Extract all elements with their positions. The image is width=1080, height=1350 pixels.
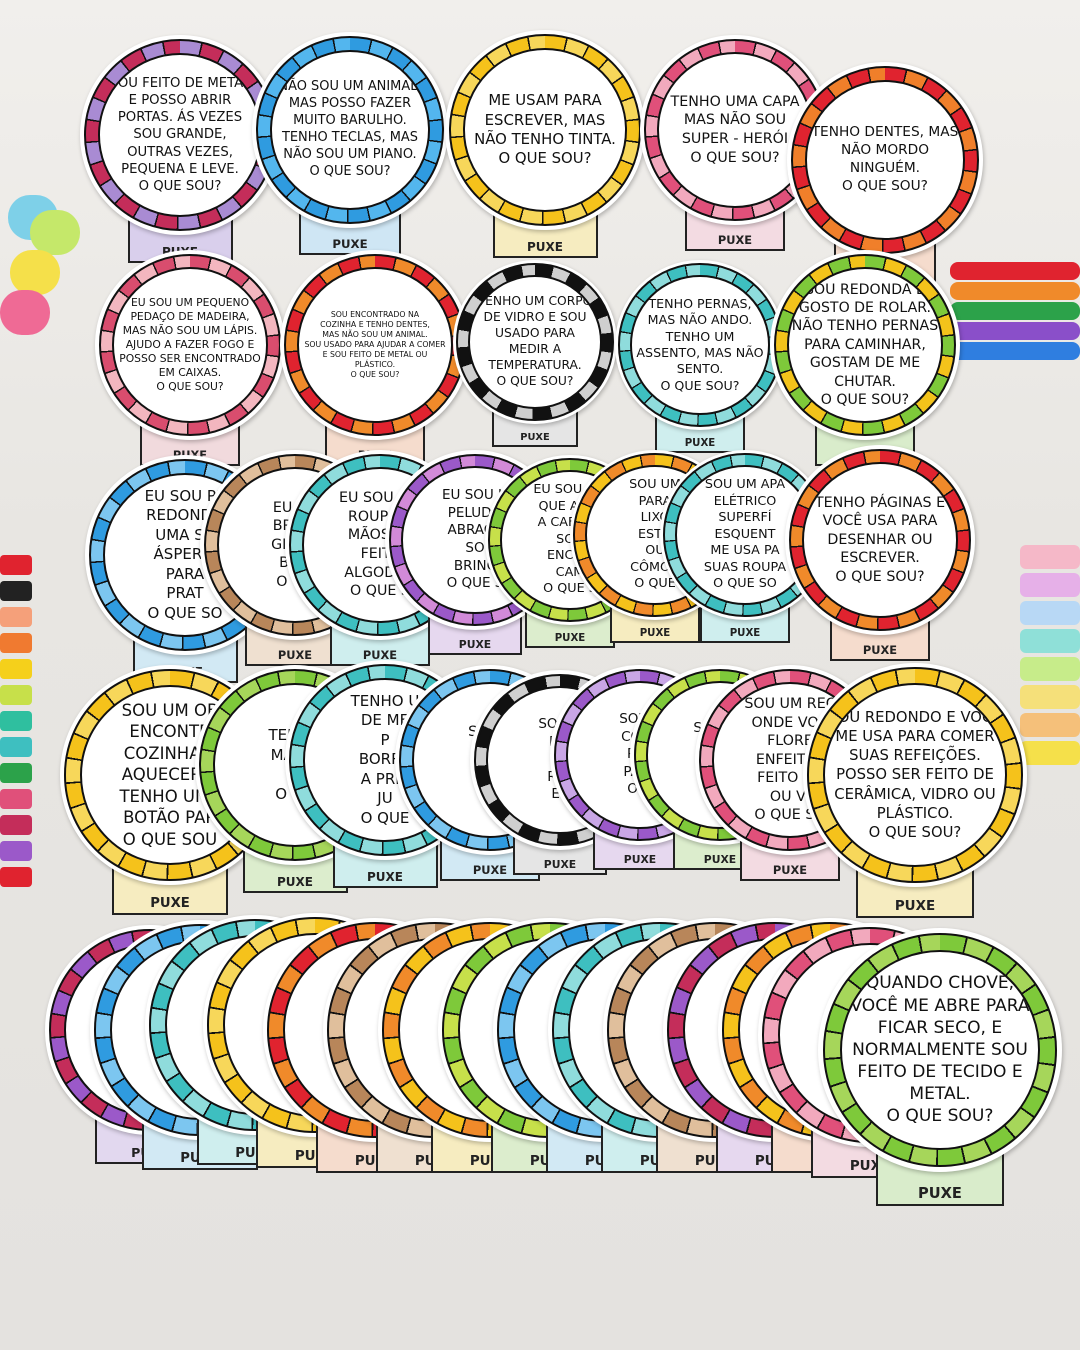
number-stamp xyxy=(1020,573,1080,597)
riddle-card[interactable]: PUXE QUANDO CHOVE, VOCÊ ME ABRE PARA FICA… xyxy=(818,928,1062,1221)
crayon xyxy=(0,841,32,861)
riddle-face: TENHO DENTES, MAS NÃO MORDO NINGUÉM. O Q… xyxy=(804,79,966,241)
riddle-text: SOU ENCONTRADO NA COZINHA E TENHO DENTES… xyxy=(304,309,446,380)
pull-label: PUXE xyxy=(554,633,586,645)
pull-label: PUXE xyxy=(520,431,550,443)
riddle-card[interactable]: PUXE NÃO SOU UM ANIMAL, MAS POSSO FAZER M… xyxy=(252,32,448,267)
pull-label: PUXE xyxy=(277,648,313,663)
number-stamp xyxy=(1020,601,1080,625)
pull-label: PUXE xyxy=(862,643,898,658)
crayon xyxy=(0,789,32,809)
pull-label: PUXE xyxy=(527,239,563,254)
crayon xyxy=(0,737,32,757)
pull-label: PUXE xyxy=(362,648,398,663)
pull-label: PUXE xyxy=(332,236,368,251)
pull-label: PUXE xyxy=(918,1184,962,1202)
pull-label: PUXE xyxy=(703,852,737,866)
crayon xyxy=(0,867,32,887)
riddle-text: SOU FEITO DE METAL E POSSO ABRIR PORTAS.… xyxy=(109,75,251,194)
riddle-text: SOU REDONDA E GOSTO DE ROLAR. NÃO TENHO … xyxy=(791,281,939,408)
pull-label: PUXE xyxy=(472,863,508,878)
riddle-text: TENHO UM CORPO DE VIDRO E SOU USADO PARA… xyxy=(477,294,593,388)
riddle-face: ME USAM PARA ESCREVER, MAS NÃO TENHO TIN… xyxy=(463,48,627,212)
riddle-text: SOU REDONDO E VOCÊ ME USA PARA COMER SUA… xyxy=(828,708,1002,842)
riddle-face: TENHO PÁGINAS E VOCÊ USA PARA DESENHAR O… xyxy=(802,462,958,618)
riddle-card[interactable]: PUXE ME USAM PARA ESCREVER, MAS NÃO TENHO… xyxy=(445,30,645,270)
riddle-text: TENHO PÁGINAS E VOCÊ USA PARA DESENHAR O… xyxy=(814,494,946,585)
number-stamp xyxy=(1020,545,1080,569)
riddle-text: EU SOU UM PEQUENO PEDAÇO DE MADEIRA, MAS… xyxy=(119,296,261,393)
pull-label: PUXE xyxy=(729,628,761,640)
riddle-face: TENHO UMA CAPA MAS NÃO SOU SUPER - HERÓI… xyxy=(657,52,813,208)
squishy-toy xyxy=(0,290,50,335)
marker xyxy=(950,302,1080,320)
riddle-text: TENHO DENTES, MAS NÃO MORDO NINGUÉM. O Q… xyxy=(811,124,959,194)
crayon xyxy=(0,711,32,731)
pull-label: PUXE xyxy=(150,896,190,912)
riddle-text: ME USAM PARA ESCREVER, MAS NÃO TENHO TIN… xyxy=(474,91,616,168)
crayon xyxy=(0,633,32,653)
riddle-text: TENHO UMA CAPA MAS NÃO SOU SUPER - HERÓI… xyxy=(670,93,800,166)
pull-label: PUXE xyxy=(623,852,657,866)
pull-label: PUXE xyxy=(639,628,671,640)
crayon xyxy=(0,581,32,601)
pull-label: PUXE xyxy=(894,898,936,914)
number-stamp xyxy=(1020,741,1080,765)
riddle-text: QUANDO CHOVE, VOCÊ ME ABRE PARA FICAR SE… xyxy=(850,973,1030,1127)
riddle-face: QUANDO CHOVE, VOCÊ ME ABRE PARA FICAR SE… xyxy=(839,949,1041,1151)
crayon xyxy=(0,607,32,627)
pull-label: PUXE xyxy=(717,233,753,248)
riddle-face: SOU REDONDO E VOCÊ ME USA PARA COMER SUA… xyxy=(823,683,1007,867)
riddle-text: SOU UM APA ELÉTRICO SUPERFÍ ESQUENT ME U… xyxy=(703,477,787,592)
riddle-card[interactable]: PUXE TENHO UM CORPO DE VIDRO E SOU USADO … xyxy=(453,260,617,457)
squishy-toy xyxy=(10,250,60,295)
riddle-face: SOU REDONDA E GOSTO DE ROLAR. NÃO TENHO … xyxy=(787,267,943,423)
pull-label: PUXE xyxy=(772,863,808,878)
marker xyxy=(950,322,1080,340)
crayon xyxy=(0,555,32,575)
marker xyxy=(950,262,1080,280)
riddle-face: TENHO UM CORPO DE VIDRO E SOU USADO PARA… xyxy=(467,274,603,410)
pull-label: PUXE xyxy=(458,637,492,651)
riddle-face: NÃO SOU UM ANIMAL, MAS POSSO FAZER MUITO… xyxy=(269,49,431,211)
riddle-text: NÃO SOU UM ANIMAL, MAS POSSO FAZER MUITO… xyxy=(278,79,422,179)
riddle-card[interactable]: PUXE TENHO PERNAS, MAS NÃO ANDO. TENHO UM… xyxy=(615,260,785,464)
crayon xyxy=(0,659,32,679)
crayon xyxy=(0,815,32,835)
crayon xyxy=(0,763,32,783)
crayon xyxy=(0,685,32,705)
pull-label: PUXE xyxy=(543,857,577,871)
pull-label: PUXE xyxy=(684,438,716,450)
number-stamp xyxy=(1020,713,1080,737)
squishy-toy xyxy=(30,210,80,255)
riddle-card[interactable]: PUXE TENHO PÁGINAS E VOCÊ USA PARA DESENH… xyxy=(785,445,975,673)
number-stamp xyxy=(1020,685,1080,709)
marker xyxy=(950,282,1080,300)
marker xyxy=(950,342,1080,360)
pull-label: PUXE xyxy=(367,869,403,884)
riddle-face: SOU ENCONTRADO NA COZINHA E TENHO DENTES… xyxy=(297,267,453,423)
riddle-face: TENHO PERNAS, MAS NÃO ANDO. TENHO UM ASS… xyxy=(630,275,770,415)
riddle-face: EU SOU UM PEQUENO PEDAÇO DE MADEIRA, MAS… xyxy=(112,267,268,423)
riddle-card[interactable]: PUXE SOU REDONDO E VOCÊ ME USA PARA COMER… xyxy=(803,663,1027,932)
number-stamp xyxy=(1020,657,1080,681)
riddle-face: SOU FEITO DE METAL E POSSO ABRIR PORTAS.… xyxy=(98,53,262,217)
pull-label: PUXE xyxy=(277,874,313,889)
number-stamp xyxy=(1020,629,1080,653)
riddle-text: TENHO PERNAS, MAS NÃO ANDO. TENHO UM ASS… xyxy=(636,295,764,393)
